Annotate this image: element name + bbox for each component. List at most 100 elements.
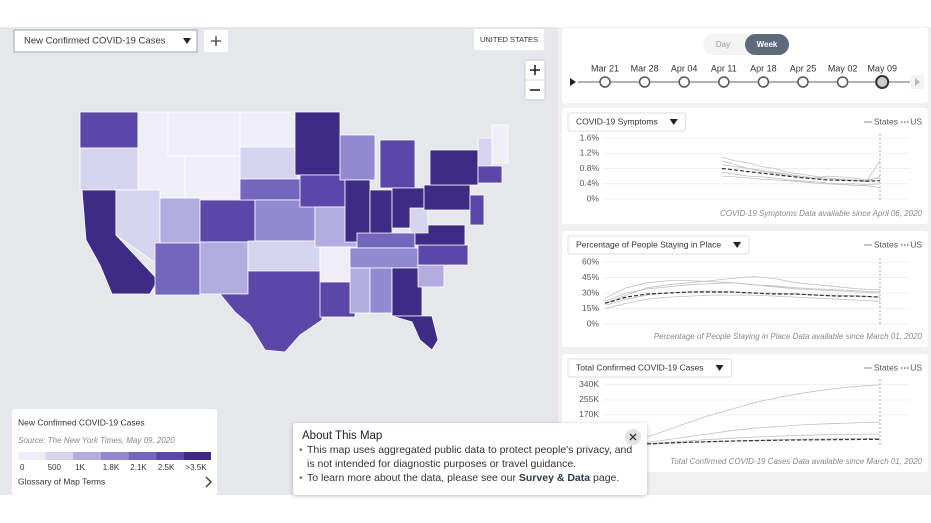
panel-title[interactable]: Total Confirmed COVID-19 Cases	[576, 362, 704, 372]
state	[319, 246, 351, 283]
panel-card	[562, 108, 928, 224]
y-tick-label: 0.4%	[580, 178, 600, 188]
state	[409, 207, 429, 234]
y-tick-label: 170K	[579, 409, 599, 419]
legend-swatch	[128, 452, 156, 460]
us-line	[721, 167, 881, 182]
panel-title[interactable]: COVID-19 Symptoms	[576, 116, 658, 126]
legend-swatch	[100, 452, 129, 460]
timeline-prev[interactable]	[570, 78, 576, 86]
glossary-link[interactable]: Glossary of Map Terms	[18, 476, 105, 486]
date-point[interactable]	[836, 76, 849, 88]
legend-swatch	[45, 452, 74, 460]
state	[339, 134, 376, 181]
state	[391, 315, 439, 351]
metric-select[interactable]	[13, 29, 198, 53]
legend-label: >3.5K	[185, 463, 207, 472]
about-bullet: This map uses aggregated public data to …	[299, 443, 637, 471]
map	[79, 111, 509, 353]
legend-title: New Confirmed COVID-19 Cases	[18, 417, 145, 427]
date-point[interactable]	[797, 76, 809, 88]
timeline-next[interactable]	[915, 78, 920, 86]
date-label: Mar 28	[631, 63, 659, 73]
date-label: Mar 21	[591, 63, 619, 73]
panel-card	[562, 354, 928, 472]
state-line	[604, 276, 881, 304]
metric-select-label[interactable]: New Confirmed COVID-19 Cases	[24, 36, 166, 47]
state	[294, 111, 341, 176]
about-text: page.	[590, 472, 620, 484]
date-point[interactable]	[875, 75, 890, 89]
date-label: Apr 18	[750, 63, 777, 73]
state	[219, 270, 323, 353]
date-point[interactable]	[757, 76, 770, 88]
state	[477, 137, 493, 167]
legend-entry: States	[874, 116, 898, 126]
state	[154, 242, 201, 296]
panel-note: COVID-19 Symptoms Data available since A…	[720, 209, 923, 218]
y-tick-label: 15%	[582, 303, 599, 313]
state	[239, 178, 306, 201]
state	[369, 267, 393, 314]
date-point[interactable]	[678, 76, 690, 88]
date-label: May 09	[867, 63, 897, 73]
state	[491, 124, 509, 164]
mode-label[interactable]: Day	[716, 40, 730, 49]
metric-dropdown[interactable]	[567, 235, 750, 255]
about-card: About This Map This map uses aggregated …	[293, 423, 647, 495]
state-line	[604, 384, 881, 446]
legend-swatch	[73, 452, 101, 460]
us-line	[604, 438, 881, 446]
panel-card	[562, 231, 928, 347]
y-tick-label: 1.6%	[580, 132, 600, 142]
state-line	[604, 421, 881, 446]
state	[429, 149, 479, 186]
date-label: Apr 04	[671, 63, 698, 73]
legend-label: 0	[20, 463, 25, 472]
state	[469, 194, 485, 226]
mode-label[interactable]: Week	[757, 40, 778, 49]
about-title: About This Map	[302, 430, 383, 442]
panel-note: Percentage of People Staying in Place Da…	[654, 332, 923, 341]
state	[349, 267, 371, 314]
metric-dropdown[interactable]	[567, 358, 733, 378]
y-tick-label: 1.2%	[580, 148, 600, 158]
survey-link[interactable]: Survey & Data	[518, 472, 591, 484]
legend-label: 2.5K	[158, 463, 175, 472]
legend-swatch	[155, 452, 184, 460]
state	[247, 240, 321, 272]
state	[369, 189, 393, 236]
timeline-card	[562, 28, 928, 103]
glossary-chevron[interactable]	[205, 476, 212, 488]
about-bullet: To learn more about the data, please see…	[299, 471, 637, 485]
y-tick-label: 0%	[587, 318, 600, 328]
metric-dropdown[interactable]	[567, 112, 687, 132]
state	[239, 111, 296, 148]
close-icon	[629, 433, 637, 441]
zoom-in[interactable]	[530, 65, 540, 75]
panel-title[interactable]: Percentage of People Staying in Place	[576, 239, 721, 249]
y-tick-label: 255K	[579, 394, 599, 404]
state	[319, 281, 356, 318]
dropdown-arrow	[733, 242, 742, 248]
state	[199, 199, 256, 243]
state	[239, 146, 299, 180]
state	[417, 264, 445, 288]
date-point[interactable]	[599, 76, 611, 88]
region-button[interactable]	[474, 29, 544, 50]
state	[379, 139, 416, 189]
date-point[interactable]	[638, 76, 651, 88]
y-tick-label: 45%	[582, 272, 599, 282]
state	[299, 174, 346, 208]
mode-active	[745, 34, 789, 55]
date-point[interactable]	[718, 76, 730, 88]
legend-label: 1.8K	[103, 463, 120, 472]
close-button[interactable]	[624, 428, 642, 446]
region-label[interactable]: UNITED STATES	[480, 35, 538, 44]
state	[356, 232, 416, 249]
legend-swatch	[18, 452, 46, 460]
state	[349, 247, 419, 269]
legend-entry: US	[910, 116, 922, 126]
